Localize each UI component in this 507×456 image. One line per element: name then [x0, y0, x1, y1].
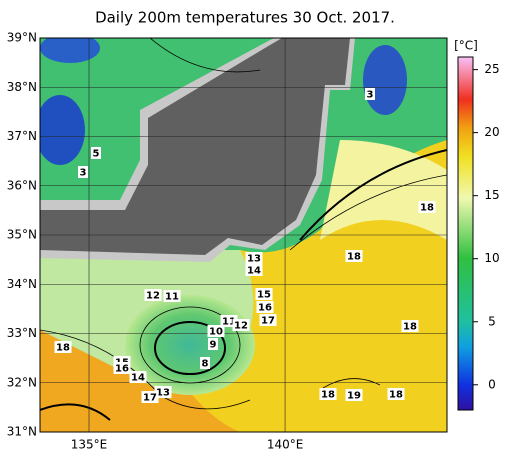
colorbar	[457, 56, 474, 411]
contour-label-box	[319, 388, 337, 400]
cold-patch	[40, 95, 85, 165]
y-tick-label: 32°N	[7, 375, 37, 389]
y-tick-label: 34°N	[7, 277, 37, 291]
contour-label-box	[259, 314, 277, 326]
map-field	[40, 38, 447, 432]
contour-label-box	[418, 201, 436, 213]
contour-label-box	[200, 357, 210, 369]
contour-label-box	[345, 250, 363, 262]
contour-label: 12	[234, 321, 248, 332]
contour	[289, 174, 447, 251]
contour-label: 15	[257, 290, 271, 301]
contour-label: 18	[420, 203, 434, 214]
front-zone	[320, 140, 447, 240]
contour-label: 9	[210, 340, 217, 351]
contour-label: 18	[321, 390, 335, 401]
y-tick-label: 33°N	[7, 326, 37, 340]
contour-label-box	[208, 338, 218, 350]
contour-label: 17	[261, 316, 275, 327]
contour-label-box	[144, 289, 162, 301]
y-tick-label: 38°N	[7, 80, 37, 94]
colorbar-tick-label: 20	[484, 125, 499, 139]
contour-label: 12	[146, 291, 160, 302]
y-tick-label: 35°N	[7, 228, 37, 242]
contour-label: 18	[389, 390, 403, 401]
contour-label-box	[365, 88, 375, 100]
map-frame	[39, 37, 448, 433]
contour-label-box	[345, 389, 363, 401]
map-title: Daily 200m temperatures 30 Oct. 2017.	[95, 9, 395, 27]
contour-label: 18	[56, 343, 70, 354]
contour-label: 11	[222, 317, 236, 328]
contour-label: 18	[403, 322, 417, 333]
y-tick-label: 39°N	[7, 31, 37, 45]
contour-label: 14	[131, 373, 145, 384]
contour-label-box	[256, 301, 274, 313]
contour-label: 13	[156, 388, 170, 399]
contour-label-box	[245, 252, 263, 264]
x-tick-label: 135°E	[71, 438, 108, 452]
colorbar-tick-label: 0	[488, 377, 496, 391]
contour	[299, 149, 447, 241]
contour-label-box	[163, 290, 181, 302]
contour-label-box	[78, 166, 88, 178]
contour-label-box	[207, 325, 225, 337]
y-tick-label: 36°N	[7, 178, 37, 192]
contour-label: 19	[347, 391, 361, 402]
contour-label: 17	[143, 393, 157, 404]
contour-label-box	[387, 388, 405, 400]
contour-label: 18	[347, 252, 361, 263]
contour-label-box	[91, 147, 101, 159]
contour-label: 8	[202, 359, 209, 370]
contour-label-box	[154, 386, 172, 398]
contour-label-box	[245, 264, 263, 276]
contour-label-box	[113, 362, 131, 374]
contour	[40, 38, 261, 73]
colorbar-tick-label: 15	[484, 188, 499, 202]
contour-label-box	[129, 371, 147, 383]
contour-label: 3	[367, 90, 374, 101]
contour-label: 16	[115, 364, 129, 375]
contour-label: 11	[165, 292, 179, 303]
y-tick-label: 31°N	[7, 425, 37, 439]
contour-label-box	[401, 320, 419, 332]
contour-label-box	[141, 391, 159, 403]
cold-patch	[40, 38, 100, 63]
contour-label: 14	[247, 266, 261, 277]
land	[40, 38, 350, 255]
colorbar-tick-label: 10	[484, 251, 499, 265]
contour-label: 3	[80, 168, 87, 179]
contour-label: 10	[209, 327, 223, 338]
colorbar-tick-label: 5	[488, 314, 496, 328]
contour	[40, 403, 111, 421]
contour-label: 5	[93, 149, 100, 160]
contour-label-box	[232, 319, 250, 331]
colorbar-tick-label: 25	[484, 62, 499, 76]
x-tick-label: 140°E	[267, 438, 304, 452]
y-tick-label: 37°N	[7, 129, 37, 143]
contour	[154, 321, 226, 375]
contour-label: 16	[258, 303, 272, 314]
contour-label-box	[54, 341, 72, 353]
contour-label: 13	[247, 254, 261, 265]
colorbar-unit: [°C]	[454, 39, 478, 53]
cold-patch	[363, 45, 407, 115]
contour-label-box	[255, 288, 273, 300]
